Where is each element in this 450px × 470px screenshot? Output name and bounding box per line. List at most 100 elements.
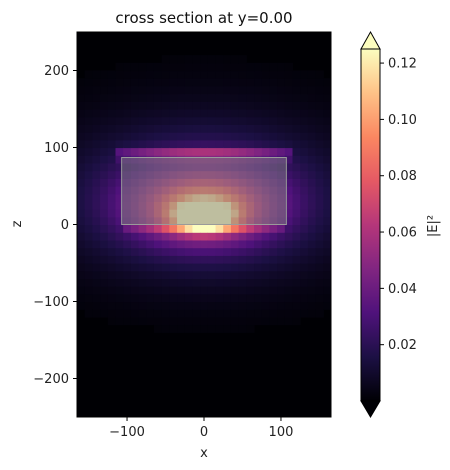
heatmap-cell <box>100 209 109 218</box>
heatmap-cell <box>130 232 140 241</box>
heatmap-cell <box>100 270 109 279</box>
heatmap-cell <box>315 162 324 172</box>
heatmap-cell <box>107 193 117 202</box>
heatmap-cell <box>307 78 317 87</box>
heatmap-cell <box>246 247 255 256</box>
heatmap-cell <box>315 170 324 179</box>
heatmap-cell <box>100 186 109 195</box>
heatmap-cell <box>269 270 278 279</box>
heatmap-cell <box>169 85 178 95</box>
heatmap-cell <box>84 263 93 272</box>
heatmap-cell <box>277 124 286 133</box>
heatmap-cell <box>215 316 224 326</box>
heatmap-cell <box>300 116 309 125</box>
heatmap-cell <box>238 293 247 303</box>
colorbar-extend-min <box>360 400 381 418</box>
heatmap-cell <box>323 85 331 95</box>
heatmap-cell <box>161 101 170 110</box>
heatmap-cell <box>192 116 201 125</box>
heatmap-cell <box>192 301 201 310</box>
heatmap-cell <box>84 193 93 202</box>
heatmap-cell <box>138 286 147 295</box>
heatmap-cell <box>269 147 278 156</box>
heatmap-cell <box>215 263 224 272</box>
heatmap-cell <box>184 109 194 118</box>
heatmap-cell <box>123 132 132 141</box>
heatmap-cell <box>261 301 271 310</box>
heatmap-cell <box>215 293 224 303</box>
heatmap-cell <box>169 239 178 249</box>
heatmap-cell <box>277 309 286 318</box>
heatmap-cell <box>77 255 86 264</box>
heatmap-cell <box>223 55 232 64</box>
heatmap-cell <box>323 186 331 195</box>
heatmap-cell <box>138 232 147 241</box>
heatmap-cell <box>284 263 294 272</box>
heatmap-cell <box>184 286 194 295</box>
heatmap-cell <box>277 139 286 149</box>
heatmap-cell <box>146 109 155 118</box>
heatmap-cell <box>292 216 301 226</box>
heatmap-cell <box>292 232 301 241</box>
heatmap-cell <box>238 132 247 141</box>
heatmap-cell <box>261 93 271 102</box>
heatmap-cell <box>238 147 247 156</box>
heatmap-cell <box>107 132 117 141</box>
heatmap-cell <box>284 178 294 187</box>
heatmap-cell <box>323 78 331 87</box>
heatmap-cell <box>92 78 101 87</box>
heatmap-cell <box>153 309 163 318</box>
heatmap-cell <box>292 278 301 287</box>
heatmap-cell <box>92 132 101 141</box>
heatmap-cell <box>277 78 286 87</box>
heatmap-cell <box>84 239 93 249</box>
heatmap-cell <box>223 78 232 87</box>
heatmap-cell <box>123 286 132 295</box>
heatmap-cell <box>77 247 86 256</box>
heatmap-cell <box>115 147 124 156</box>
heatmap-cell <box>200 324 209 333</box>
heatmap-cell <box>315 178 324 187</box>
heatmap-cell <box>323 224 331 233</box>
heatmap-cell <box>207 224 217 233</box>
heatmap-cell <box>130 101 140 110</box>
heatmap-cell <box>315 216 324 226</box>
heatmap-cell <box>284 224 294 233</box>
heatmap-cell <box>130 147 140 156</box>
heatmap-cell <box>254 109 263 118</box>
heatmap-cell <box>161 293 170 303</box>
heatmap-cell <box>207 85 217 95</box>
heatmap-cell <box>238 239 247 249</box>
heatmap-cell <box>307 70 317 79</box>
heatmap-cell <box>192 247 201 256</box>
heatmap-cell <box>138 293 147 303</box>
heatmap-cell <box>307 209 317 218</box>
heatmap-cell <box>277 286 286 295</box>
heatmap-cell <box>184 93 194 102</box>
heatmap-cell <box>100 293 109 303</box>
heatmap-cell <box>300 255 309 264</box>
heatmap-cell <box>77 232 86 241</box>
heatmap-cell <box>315 101 324 110</box>
heatmap-cell <box>315 209 324 218</box>
heatmap-cell <box>315 239 324 249</box>
heatmap-cell <box>323 124 331 133</box>
heatmap-cell <box>169 116 178 125</box>
heatmap-cell <box>315 109 324 118</box>
heatmap-cell <box>77 139 86 149</box>
heatmap-cell <box>223 109 232 118</box>
heatmap-cell <box>153 278 163 287</box>
heatmap-cell <box>215 324 224 333</box>
heatmap-cell <box>92 85 101 95</box>
y-axis-label: z <box>10 220 25 227</box>
heatmap-cell <box>115 193 124 202</box>
heatmap-cell <box>238 309 247 318</box>
heatmap-cell <box>200 62 209 72</box>
heatmap-cell <box>261 139 271 149</box>
heatmap-cell <box>115 178 124 187</box>
heatmap-cell <box>153 147 163 156</box>
heatmap-cell <box>153 247 163 256</box>
heatmap-cell <box>192 109 201 118</box>
heatmap-cell <box>246 116 255 125</box>
heatmap-cell <box>153 301 163 310</box>
